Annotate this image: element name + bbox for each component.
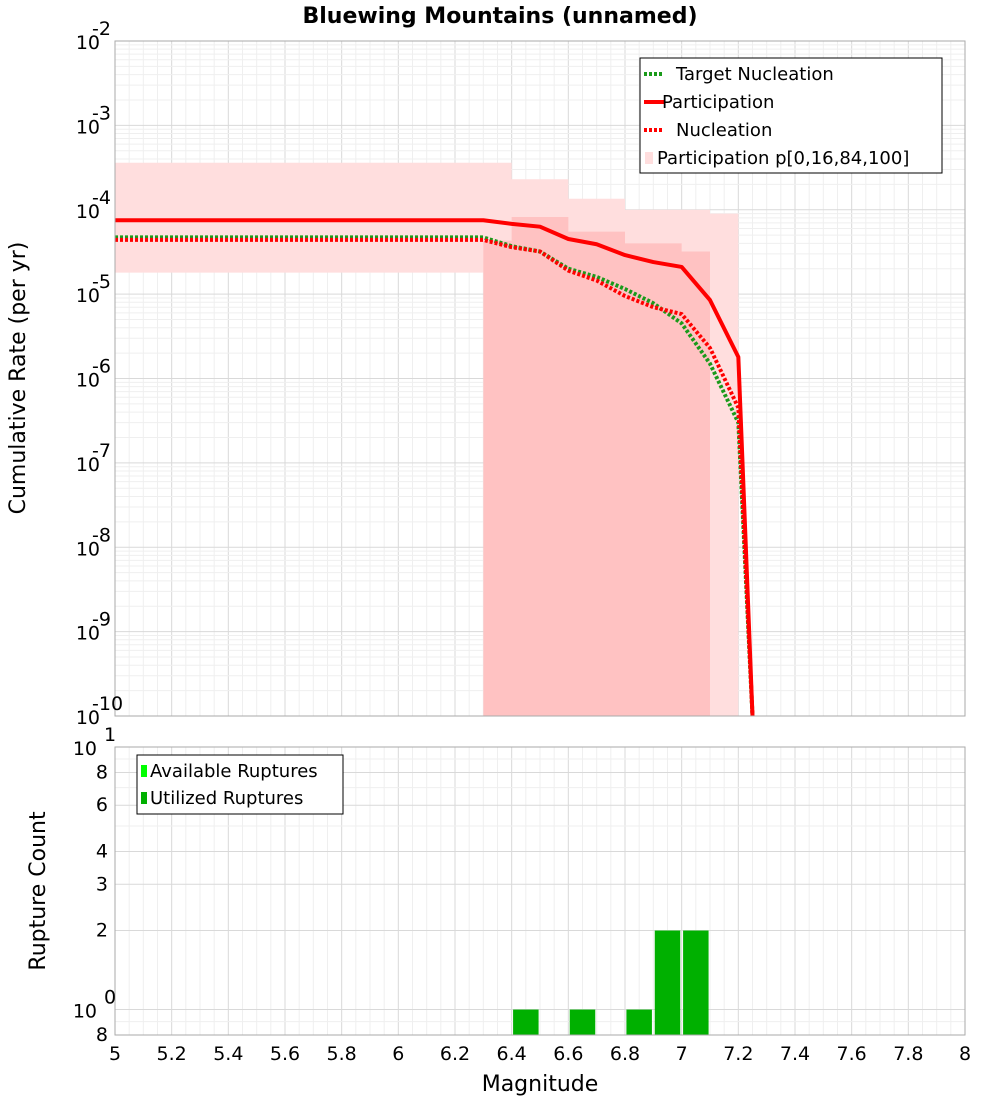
top-y-tick-exponent: -9 [92, 609, 111, 631]
legend-utilized-ruptures-label: Utilized Ruptures [150, 788, 303, 809]
bottom-y-tick-label: 10 [73, 738, 97, 760]
top-y-tick-label: 10 [76, 201, 100, 223]
x-tick-label: 7.2 [723, 1043, 753, 1065]
bottom-y-axis-label: Rupture Count [26, 811, 51, 971]
utilized-rupture-bar [513, 1009, 539, 1035]
utilized-rupture-bar [654, 930, 681, 1035]
bottom-y-tick-exponent: 0 [104, 987, 116, 1009]
top-y-tick-exponent: -4 [92, 187, 111, 209]
x-tick-label: 5.2 [157, 1043, 187, 1065]
legend-item-participation-band-swatch [645, 152, 653, 164]
utilized-rupture-bar [569, 1009, 596, 1035]
top-legend-box [639, 57, 943, 174]
top-y-tick-exponent: -8 [92, 524, 111, 546]
participation-inner-band [483, 217, 710, 716]
top-plot-area [115, 162, 755, 716]
top-y-tick-label: 10 [76, 538, 100, 560]
top-y-tick-label: 10 [76, 370, 100, 392]
legend-available-ruptures-swatch [141, 765, 147, 777]
bottom-y-tick-label: 2 [96, 920, 108, 942]
legend-item-participation-band-label: Participation p[0,16,84,100] [657, 148, 909, 169]
top-y-tick-label: 10 [76, 623, 100, 645]
top-y-axis-label: Cumulative Rate (per yr) [6, 242, 31, 515]
x-tick-label: 5 [109, 1043, 121, 1065]
x-tick-label: 6.8 [610, 1043, 640, 1065]
utilized-rupture-bar [683, 930, 709, 1035]
top-y-tick-exponent: -5 [92, 271, 111, 293]
target-nucleation-line [115, 235, 755, 716]
top-y-tick-label: 10 [76, 707, 100, 729]
top-y-tick-exponent: -2 [92, 18, 111, 40]
participation-line [115, 218, 755, 716]
x-tick-label: 6 [392, 1043, 404, 1065]
top-y-tick-exponent: -10 [92, 693, 123, 715]
x-tick-label: 7.8 [893, 1043, 923, 1065]
bottom-y-tick-label: 8 [96, 761, 108, 783]
bottom-y-tick-label: 10 [73, 1001, 97, 1023]
legend-item-participation-label: Participation [662, 92, 774, 113]
top-y-tick-exponent: -6 [92, 356, 111, 378]
top-y-tick-label: 10 [76, 285, 100, 307]
cumulative-rate-panel: 10-210-310-410-510-610-710-810-910-10Tar… [76, 18, 966, 729]
bottom-y-tick-label: 3 [96, 873, 108, 895]
top-plot-border [114, 40, 966, 717]
bottom-y-tick-label: 6 [96, 794, 108, 816]
x-tick-label: 6.6 [553, 1043, 583, 1065]
nucleation-line [115, 237, 755, 716]
top-y-tick-label: 10 [76, 116, 100, 138]
x-tick-label: 6.4 [497, 1043, 527, 1065]
x-tick-label: 8 [959, 1043, 971, 1065]
x-tick-label: 7 [676, 1043, 688, 1065]
legend-item-target-nucleation-label: Target Nucleation [675, 64, 834, 85]
top-y-tick-label: 10 [76, 454, 100, 476]
x-tick-label: 5.6 [270, 1043, 300, 1065]
x-tick-label: 7.4 [780, 1043, 810, 1065]
x-tick-label: 5.4 [213, 1043, 243, 1065]
bottom-y-tick-label: 8 [96, 1024, 108, 1046]
x-tick-label: 7.6 [837, 1043, 867, 1065]
chart-title: Bluewing Mountains (unnamed) [302, 4, 697, 29]
x-tick-label: 5.8 [327, 1043, 357, 1065]
utilized-rupture-bar [626, 1009, 652, 1035]
bottom-y-tick-exponent: 1 [104, 724, 116, 746]
legend-available-ruptures-label: Available Ruptures [150, 761, 318, 782]
x-tick-label: 6.2 [440, 1043, 470, 1065]
legend-item-nucleation-label: Nucleation [676, 120, 772, 141]
top-y-tick-label: 10 [76, 32, 100, 54]
bottom-legend-box [136, 754, 344, 815]
top-y-tick-exponent: -7 [92, 440, 111, 462]
x-axis-label: Magnitude [482, 1072, 599, 1097]
bottom-plot-border [114, 746, 966, 1036]
bottom-y-tick-label: 4 [96, 840, 108, 862]
legend-utilized-ruptures-swatch [141, 792, 147, 804]
top-y-tick-exponent: -3 [92, 102, 111, 124]
